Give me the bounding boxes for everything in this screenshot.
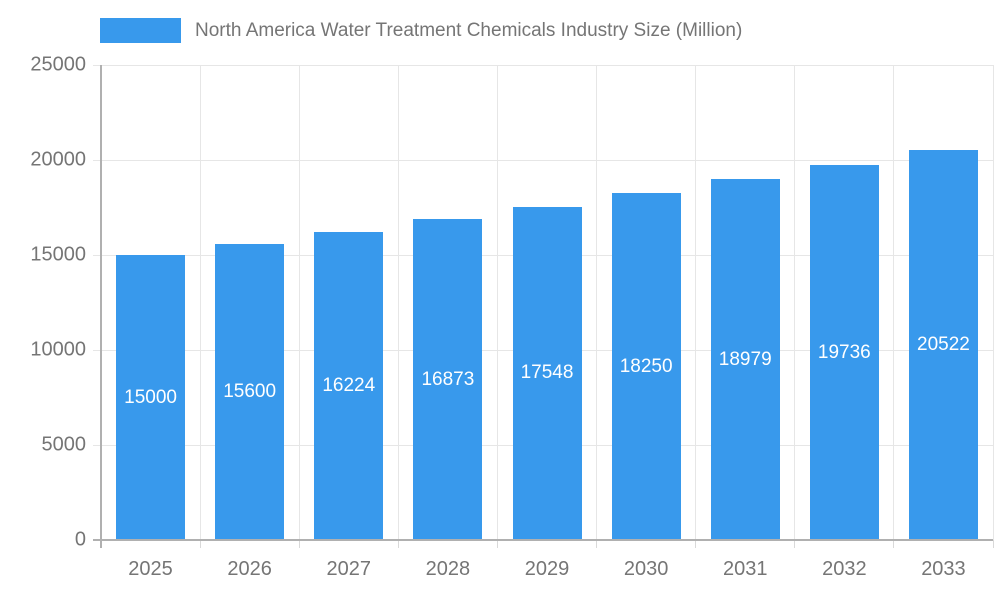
y-axis-label-15000: 15000 <box>30 243 86 266</box>
bar-2031[interactable] <box>710 179 780 540</box>
bar-value-label-2031: 18979 <box>718 348 772 370</box>
x-axis-tick-3 <box>397 540 399 548</box>
x-axis-label-2030: 2030 <box>623 558 669 580</box>
bar-2028[interactable] <box>413 219 483 540</box>
bar-2029[interactable] <box>512 206 582 540</box>
y-axis-label-5000: 5000 <box>41 433 87 456</box>
gridline-v-7 <box>794 65 796 540</box>
gridline-h-25000 <box>93 64 993 66</box>
y-axis-label-10000: 10000 <box>30 338 86 361</box>
plot-area: 15000 15600 16224 16873 17548 18250 18979 19736… <box>93 64 994 548</box>
bar-value-label-2032: 19736 <box>817 341 871 363</box>
bar-2032[interactable] <box>809 165 879 540</box>
bar-value-label-2028: 16873 <box>421 368 475 390</box>
gridline-v-6 <box>695 65 697 540</box>
bar-2026[interactable] <box>215 243 285 540</box>
bar-value-label-2033: 20522 <box>917 334 970 356</box>
y-axis-label-0: 0 <box>74 528 86 551</box>
bar-value-label-2025: 15000 <box>124 386 177 408</box>
x-axis-tick-7 <box>794 540 796 548</box>
legend-label: North America Water Treatment Chemicals … <box>195 19 743 41</box>
x-axis-label-2025: 2025 <box>128 558 173 580</box>
x-axis-labels: 2025 2026 2027 2028 2029 2030 2031 2032 2033 <box>101 558 993 586</box>
x-axis-label-2026: 2026 <box>227 558 272 580</box>
bar-2027[interactable] <box>314 231 384 540</box>
gridline-v-1 <box>199 65 201 540</box>
gridline-v-5 <box>596 65 598 540</box>
x-axis-tick-9 <box>992 540 994 548</box>
x-axis-label-2031: 2031 <box>722 558 768 580</box>
gridline-v-3 <box>397 65 399 540</box>
gridline-v-2 <box>298 65 300 540</box>
x-axis-label-2029: 2029 <box>524 558 570 580</box>
bar-value-label-2027: 16224 <box>322 374 376 396</box>
x-axis-tick-8 <box>893 540 895 548</box>
gridline-v-8 <box>893 65 895 540</box>
gridline-v-9 <box>992 65 994 540</box>
y-axis-label-20000: 20000 <box>30 148 86 171</box>
x-axis-label-2033: 2033 <box>921 558 966 580</box>
bar-value-label-2029: 17548 <box>520 362 574 384</box>
y-axis-labels: 0 5000 10000 15000 20000 25000 <box>0 54 87 551</box>
bar-2033[interactable] <box>908 150 978 540</box>
x-axis-tick-4 <box>496 540 498 548</box>
y-axis-line <box>100 65 102 548</box>
y-axis-label-25000: 25000 <box>30 53 86 76</box>
x-axis-tick-5 <box>596 540 598 548</box>
x-axis-label-2027: 2027 <box>326 558 372 580</box>
bar-2030[interactable] <box>611 193 681 540</box>
x-axis-tick-2 <box>298 540 300 548</box>
legend: North America Water Treatment Chemicals … <box>100 18 742 43</box>
x-axis-line <box>93 539 993 541</box>
bar-value-label-2026: 15600 <box>223 380 277 402</box>
x-axis-tick-1 <box>199 540 201 548</box>
bar-value-label-2030: 18250 <box>619 355 673 377</box>
x-axis-tick-6 <box>695 540 697 548</box>
gridline-h-20000 <box>93 159 993 161</box>
bar-2025[interactable] <box>116 255 186 540</box>
x-axis-label-2032: 2032 <box>822 558 867 580</box>
gridline-v-4 <box>496 65 498 540</box>
legend-swatch <box>100 18 181 43</box>
x-axis-label-2028: 2028 <box>425 558 471 580</box>
